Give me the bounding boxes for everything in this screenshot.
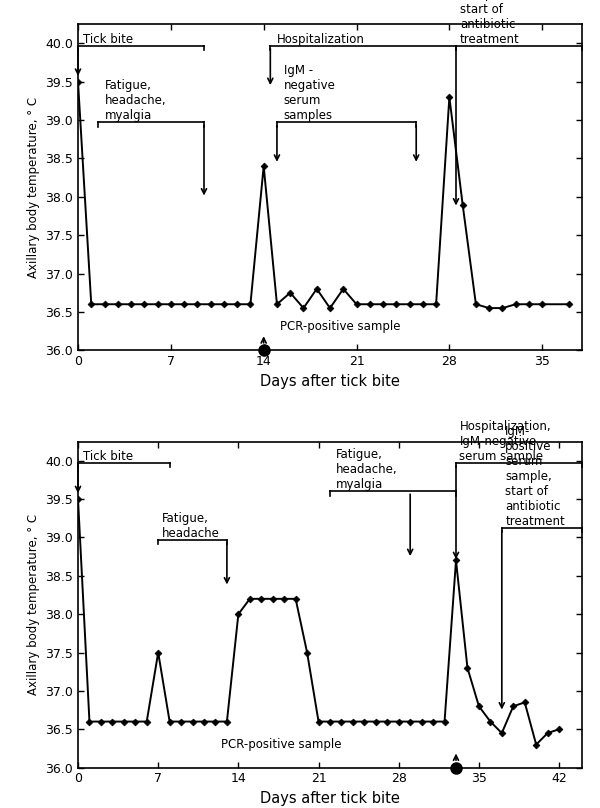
Text: PCR-positive sample: PCR-positive sample xyxy=(221,738,341,751)
Text: Fatigue,
headache: Fatigue, headache xyxy=(161,511,220,540)
X-axis label: Days after tick bite: Days after tick bite xyxy=(260,791,400,806)
Text: Tick bite: Tick bite xyxy=(83,450,133,463)
X-axis label: Days after tick bite: Days after tick bite xyxy=(260,373,400,389)
Text: IgM-
positive
serum
sample,
start of
antibiotic
treatment: IgM- positive serum sample, start of ant… xyxy=(505,425,565,528)
Text: IgM -
negative
serum
samples: IgM - negative serum samples xyxy=(284,65,335,123)
Text: IgM-positive
serum
sample,
start of
antibiotic
treatment: IgM-positive serum sample, start of anti… xyxy=(460,0,532,46)
Y-axis label: Axillary body temperature, ° C: Axillary body temperature, ° C xyxy=(27,514,40,695)
Text: Fatigue,
headache,
myalgia: Fatigue, headache, myalgia xyxy=(336,448,397,491)
Text: Hospitalization: Hospitalization xyxy=(277,32,365,46)
Text: PCR-positive sample: PCR-positive sample xyxy=(280,321,400,334)
Y-axis label: Axillary body temperature, ° C: Axillary body temperature, ° C xyxy=(27,97,40,278)
Text: Tick bite: Tick bite xyxy=(83,32,133,46)
Text: Fatigue,
headache,
myalgia: Fatigue, headache, myalgia xyxy=(104,79,166,123)
Text: Hospitalization,
IgM-negative
serum sample: Hospitalization, IgM-negative serum samp… xyxy=(460,420,551,463)
